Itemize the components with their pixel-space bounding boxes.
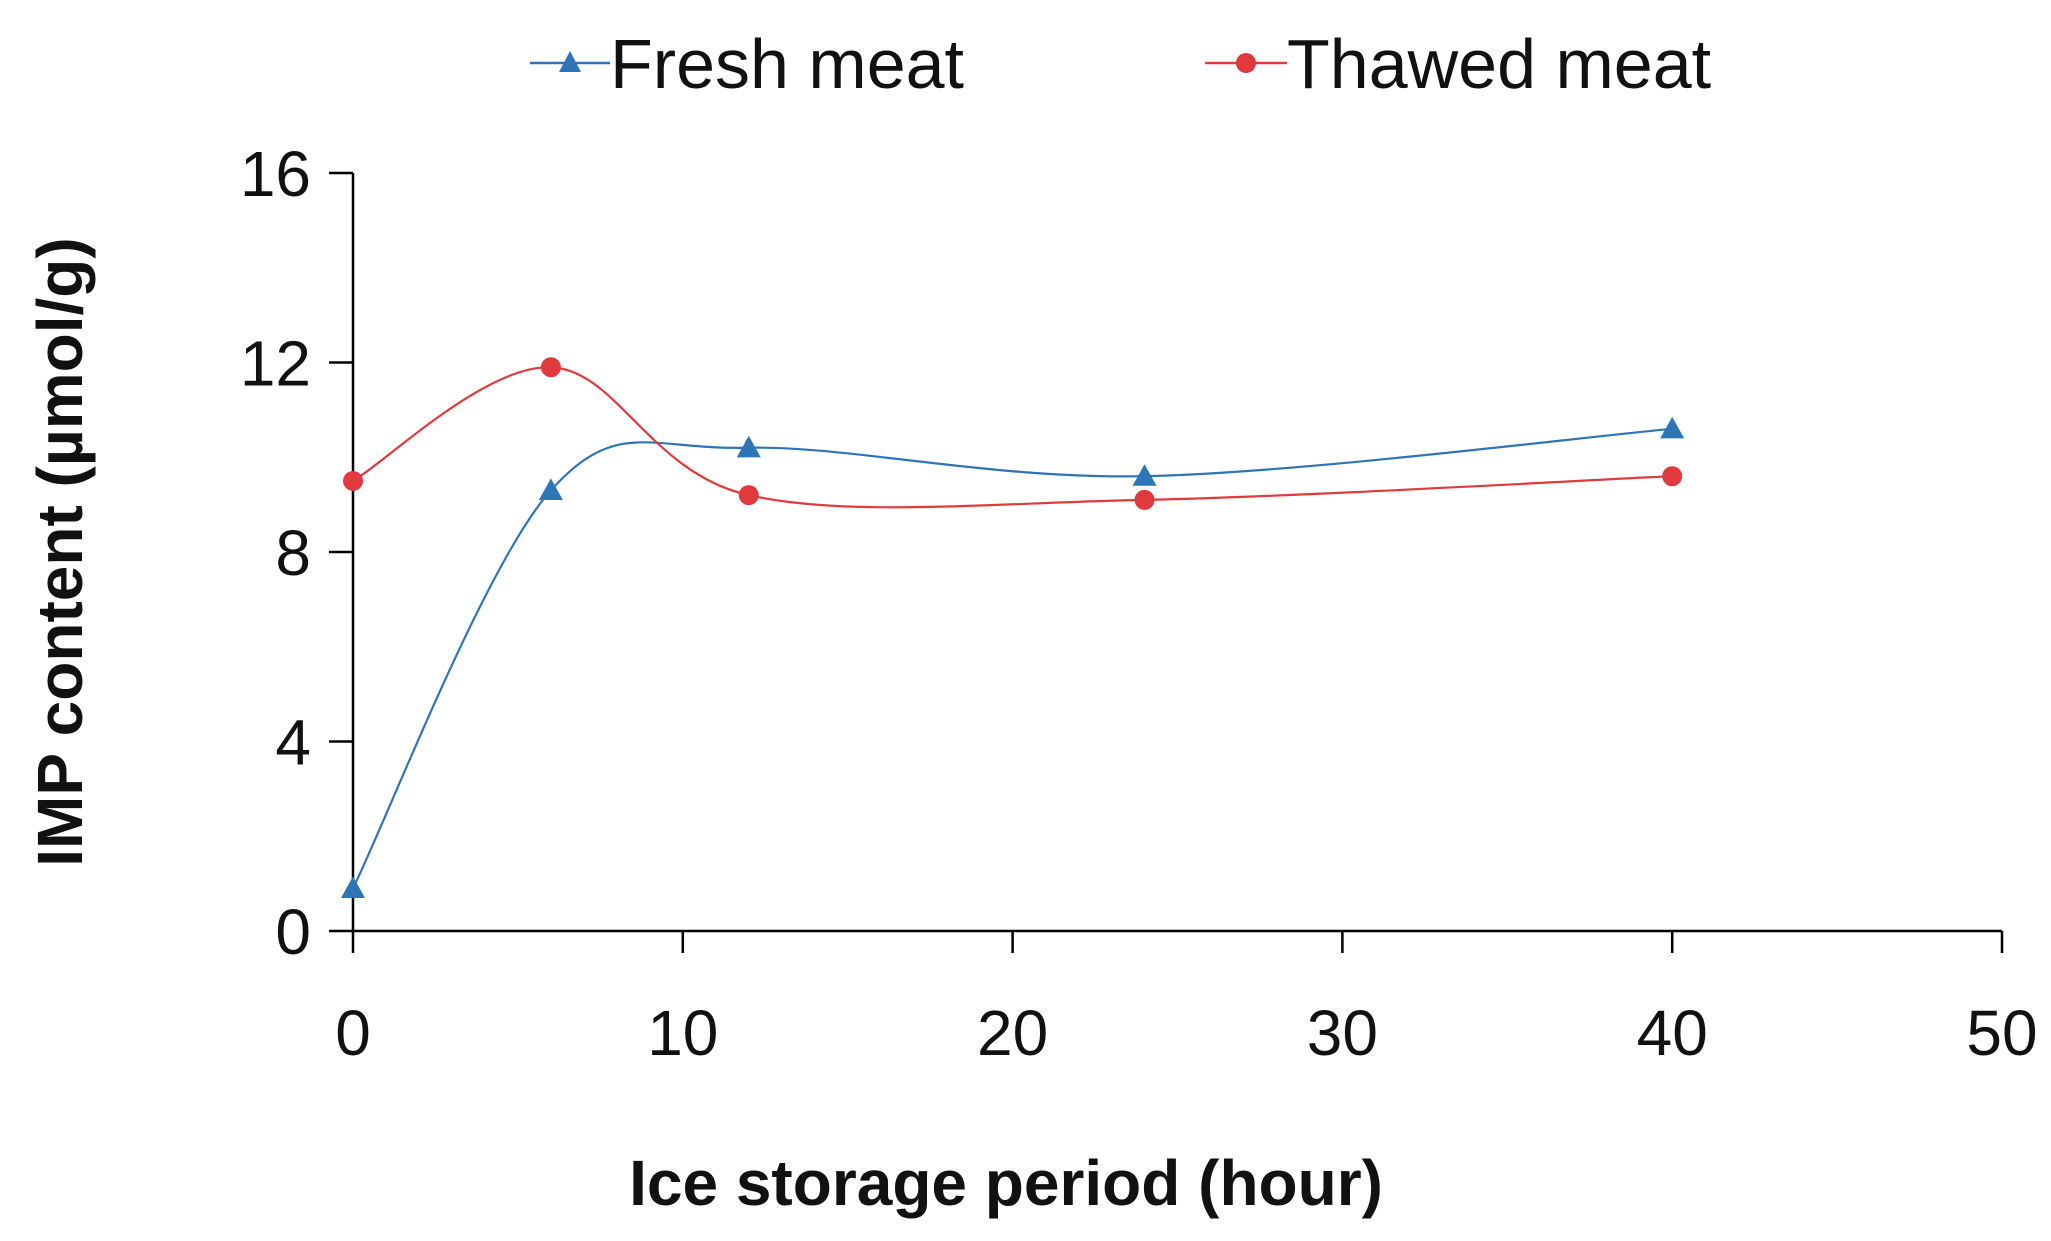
y-tick-label: 4 xyxy=(275,707,311,779)
data-point-thawed-meat xyxy=(1134,489,1155,510)
y-axis-title: IMP content (µmol/g) xyxy=(24,237,96,866)
data-point-thawed-meat xyxy=(343,470,363,491)
series-line-thawed-meat xyxy=(352,366,1673,509)
data-point-thawed-meat xyxy=(540,357,561,378)
y-tick-label: 12 xyxy=(240,328,311,400)
y-tick-label: 8 xyxy=(275,517,311,589)
series-line-fresh-meat xyxy=(352,427,1673,889)
series-lines xyxy=(352,366,1673,889)
legend-label-thawed-meat: Thawed meat xyxy=(1287,25,1711,103)
legend-item-thawed-meat: Thawed meat xyxy=(1205,25,1711,103)
x-tick-label: 30 xyxy=(1307,997,1378,1069)
legend-marker-fresh-meat xyxy=(559,51,581,72)
data-point-fresh-meat xyxy=(538,478,563,501)
x-tick-label: 0 xyxy=(335,997,371,1069)
data-point-thawed-meat xyxy=(738,485,759,506)
y-tick-label: 16 xyxy=(240,138,311,210)
x-tick-label: 40 xyxy=(1637,997,1708,1069)
data-point-fresh-meat xyxy=(736,435,761,458)
series-markers xyxy=(341,357,1685,898)
data-point-fresh-meat xyxy=(1660,416,1685,439)
legend-marker-thawed-meat xyxy=(1236,53,1256,73)
legend-item-fresh-meat: Fresh meat xyxy=(530,25,964,103)
x-tick-label: 10 xyxy=(647,997,718,1069)
y-tick-label: 0 xyxy=(275,896,311,968)
x-axis-title: Ice storage period (hour) xyxy=(629,1147,1383,1219)
x-tick-label: 50 xyxy=(1966,997,2037,1069)
ticks: 0 4 8 12 16 0 10 20 30 40 50 xyxy=(240,138,2038,1069)
data-point-fresh-meat xyxy=(1132,464,1157,486)
legend-label-fresh-meat: Fresh meat xyxy=(610,25,964,103)
x-tick-label: 20 xyxy=(977,997,1048,1069)
legend: Fresh meat Thawed meat xyxy=(530,25,1711,103)
data-point-fresh-meat xyxy=(341,876,365,898)
data-point-thawed-meat xyxy=(1662,466,1683,487)
axes xyxy=(351,173,2002,933)
